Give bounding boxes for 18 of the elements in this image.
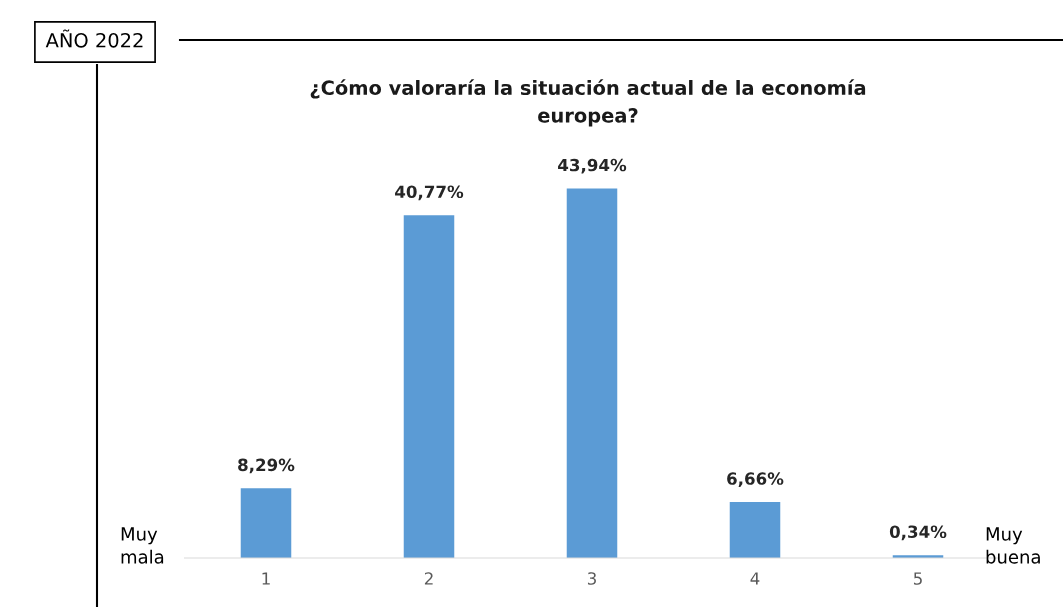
data-label: 8,29% <box>238 458 295 474</box>
x-tick-label: 4 <box>750 572 760 585</box>
data-label: 43,94% <box>558 158 627 174</box>
text: Muy mala <box>121 527 164 564</box>
x-tick-label: 2 <box>424 572 433 585</box>
bar <box>403 215 455 558</box>
x-tick-label: 5 <box>913 572 922 585</box>
data-label: 40,77% <box>395 185 464 201</box>
bar <box>729 501 781 558</box>
chart-title: ¿Cómo valoraría la situación actual de la economía europea? <box>310 79 866 127</box>
x-tick-label: 3 <box>587 572 596 585</box>
x-tick-label: 1 <box>262 572 270 585</box>
bar <box>240 488 292 558</box>
text: AÑO 2022 <box>45 29 143 48</box>
annotation: Muy buena <box>986 527 1040 564</box>
data-label: 0,34% <box>889 525 947 541</box>
bar <box>566 188 618 558</box>
data-label: 6,66% <box>727 472 784 487</box>
